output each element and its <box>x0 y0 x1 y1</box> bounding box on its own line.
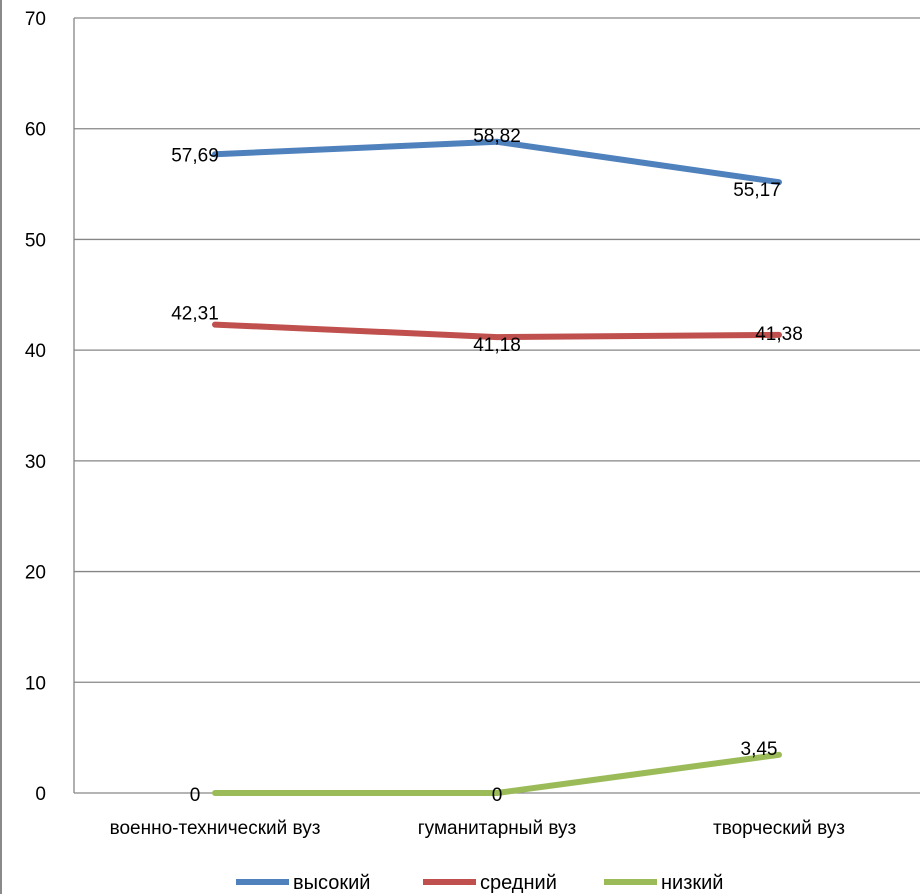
y-tick-label-20: 20 <box>25 563 46 584</box>
data-point-высокий-0 <box>212 151 218 157</box>
y-tick-label-70: 70 <box>25 9 46 30</box>
series-line-высокий <box>212 138 782 186</box>
x-tick-label-1: гуманитарный вуз <box>418 818 577 839</box>
data-label-низкий-2: 3,45 <box>741 739 778 760</box>
legend-label-низкий: низкий <box>661 872 723 894</box>
data-point-низкий-2 <box>776 752 782 758</box>
y-tick-label-0: 0 <box>35 784 46 805</box>
data-label-средний-0: 42,31 <box>171 304 219 325</box>
data-point-средний-0 <box>212 322 218 328</box>
y-tick-label-10: 10 <box>25 673 46 694</box>
legend-label-высокий: высокий <box>293 872 370 894</box>
data-label-низкий-0: 0 <box>190 785 201 806</box>
data-point-средний-1 <box>494 334 500 340</box>
data-point-высокий-1 <box>494 139 500 145</box>
x-tick-label-2: творческий вуз <box>713 818 845 839</box>
data-label-средний-1: 41,18 <box>473 335 521 356</box>
data-label-высокий-1: 58,82 <box>473 126 521 147</box>
data-label-низкий-1: 0 <box>492 785 503 806</box>
legend-label-средний: средний <box>480 872 557 894</box>
data-point-низкий-1 <box>494 790 500 796</box>
data-point-низкий-0 <box>212 790 218 796</box>
y-tick-label-30: 30 <box>25 452 46 473</box>
data-point-высокий-2 <box>776 179 782 185</box>
data-label-высокий-2: 55,17 <box>733 180 781 201</box>
data-label-средний-2: 41,38 <box>755 324 803 345</box>
y-tick-label-60: 60 <box>25 120 46 141</box>
x-tick-label-0: военно-технический вуз <box>110 818 321 839</box>
data-label-высокий-0: 57,69 <box>171 145 219 166</box>
data-point-средний-2 <box>776 332 782 338</box>
y-tick-label-50: 50 <box>25 230 46 251</box>
y-tick-label-40: 40 <box>25 341 46 362</box>
